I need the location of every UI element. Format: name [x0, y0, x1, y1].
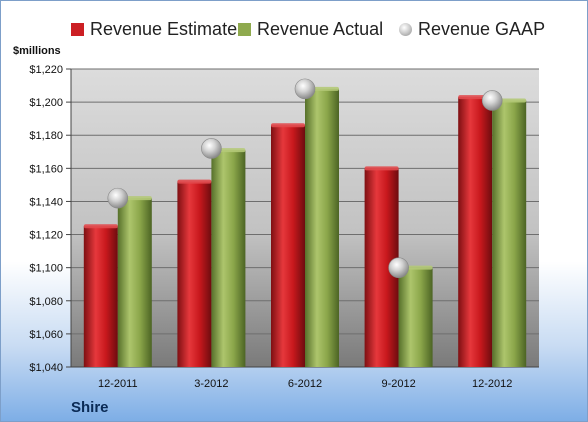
y-tick-label: $1,100	[29, 263, 63, 275]
bar-revenue-actual	[117, 198, 152, 367]
legend-label-actual: Revenue Actual	[257, 18, 384, 39]
marker-revenue-gaap	[201, 138, 222, 159]
legend-label-gaap: Revenue GAAP	[418, 18, 546, 39]
legend-item-gaap: Revenue GAAP	[399, 17, 545, 41]
bar-revenue-actual	[211, 150, 246, 367]
company-name: Shire	[71, 399, 109, 416]
bar-revenue-actual	[305, 88, 339, 367]
x-tick-label: 9-2012	[381, 378, 415, 390]
legend-item-estimate: Revenue Estimate	[71, 17, 237, 41]
bar-revenue-estimate	[83, 226, 118, 367]
y-tick-label: $1,060	[29, 329, 63, 341]
legend-label-estimate: Revenue Estimate	[90, 18, 238, 39]
x-tick-label: 6-2012	[288, 378, 322, 390]
marker-revenue-gaap	[481, 90, 503, 111]
bar-revenue-estimate-cap	[83, 224, 118, 229]
y-tick-label: $1,040	[29, 362, 63, 374]
bar-revenue-estimate-cap	[271, 123, 305, 128]
bar-revenue-estimate-cap	[177, 179, 212, 184]
legend-swatch-gaap	[399, 22, 412, 36]
y-tick-label: $1,200	[29, 97, 63, 109]
legend: Revenue Estimate Revenue Actual Revenue …	[1, 17, 587, 41]
marker-revenue-gaap	[294, 78, 316, 100]
bar-revenue-estimate-cap	[364, 166, 399, 171]
y-tick-label: $1,160	[29, 163, 63, 175]
y-tick-label: $1,120	[29, 230, 63, 242]
y-tick-label: $1,140	[29, 196, 63, 208]
bar-revenue-actual	[492, 100, 527, 367]
x-tick-label: 3-2012	[194, 378, 228, 390]
bar-revenue-actual	[398, 267, 433, 367]
y-axis-unit-label: $millions	[13, 45, 61, 57]
legend-swatch-actual	[238, 22, 251, 36]
y-tick-label: $1,080	[29, 296, 63, 308]
bar-revenue-estimate	[458, 97, 493, 368]
legend-item-actual: Revenue Actual	[238, 17, 383, 41]
x-tick-label: 12-2011	[98, 378, 138, 390]
y-tick-label: $1,220	[29, 64, 63, 76]
y-tick-label: $1,180	[29, 130, 63, 142]
x-tick-label: 12-2012	[472, 378, 512, 390]
marker-revenue-gaap	[107, 187, 129, 209]
marker-revenue-gaap	[388, 257, 409, 278]
bar-revenue-estimate	[177, 181, 212, 367]
bar-revenue-estimate	[271, 125, 305, 368]
legend-swatch-estimate	[71, 22, 84, 36]
